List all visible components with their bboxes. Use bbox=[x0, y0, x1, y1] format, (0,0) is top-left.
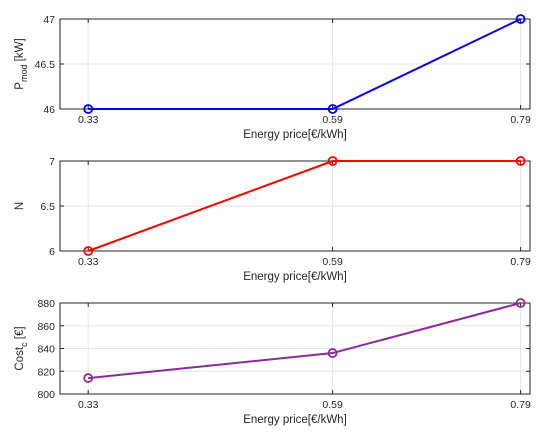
chart3-ytick-label-4: 880 bbox=[37, 298, 55, 310]
chart1-xlabel: Energy price[€/kWh] bbox=[243, 129, 347, 141]
chart2-point-0 bbox=[83, 246, 94, 256]
chart1-xtick-label-2: 0.79 bbox=[510, 114, 531, 126]
chart3-point-2 bbox=[515, 298, 526, 308]
chart2: 0.33 0.59 0.79 6 6.5 7 Energy price[€/kWh] N bbox=[14, 156, 531, 283]
chart1-point-1 bbox=[327, 104, 338, 114]
chart1-ytick-label-1: 46.5 bbox=[35, 59, 56, 71]
chart2-point-2 bbox=[515, 156, 526, 166]
chart3: 0.33 0.59 0.79 800 820 840 860 880 Energy price[… bbox=[14, 298, 531, 426]
chart3-xtick-label-2: 0.79 bbox=[510, 399, 531, 411]
chart3-ytick-label-0: 800 bbox=[37, 389, 55, 401]
chart2-xtick-label-1: 0.59 bbox=[322, 256, 343, 268]
chart3-ytick-label-2: 840 bbox=[37, 344, 55, 356]
chart2-xtick-label-0: 0.33 bbox=[78, 256, 99, 268]
chart1-ylabel: Pmod [kW] bbox=[14, 38, 29, 89]
chart3-xtick-label-1: 0.59 bbox=[322, 399, 343, 411]
chart2-ylabel: N bbox=[14, 202, 26, 210]
chart2-xtick-label-2: 0.79 bbox=[510, 256, 531, 268]
chart2-series-line-0 bbox=[87, 160, 521, 252]
chart3-point-1 bbox=[327, 348, 338, 358]
chart2-ytick-label-2: 7 bbox=[49, 156, 55, 168]
chart3-ylabel: Costc [€] bbox=[14, 326, 29, 370]
chart1-xtick-label-1: 0.59 bbox=[322, 114, 343, 126]
chart2-ytick-label-1: 6.5 bbox=[40, 201, 55, 213]
chart3-xtick-label-0: 0.33 bbox=[78, 399, 99, 411]
chart1: 0.33 0.59 0.79 46 46.5 47 Energy price[€/kWh] P… bbox=[14, 14, 531, 141]
chart2-point-1 bbox=[327, 156, 338, 166]
chart3-point-0 bbox=[83, 373, 94, 383]
chart1-point-0 bbox=[83, 104, 94, 114]
chart1-ytick-label-2: 47 bbox=[43, 14, 55, 26]
chart3-ytick-label-1: 820 bbox=[37, 366, 55, 378]
chart1-xtick-label-0: 0.33 bbox=[78, 114, 99, 126]
chart3-ytick-label-3: 860 bbox=[37, 321, 55, 333]
chart2-ytick-label-0: 6 bbox=[49, 246, 55, 258]
chart1-point-2 bbox=[515, 14, 526, 24]
chart1-ytick-label-0: 46 bbox=[43, 104, 55, 116]
chart3-xlabel: Energy price[€/kWh] bbox=[243, 414, 347, 426]
chart3-series-line-0 bbox=[88, 302, 521, 380]
chart1-series-line-0 bbox=[88, 18, 522, 110]
chart2-xlabel: Energy price[€/kWh] bbox=[243, 271, 347, 283]
